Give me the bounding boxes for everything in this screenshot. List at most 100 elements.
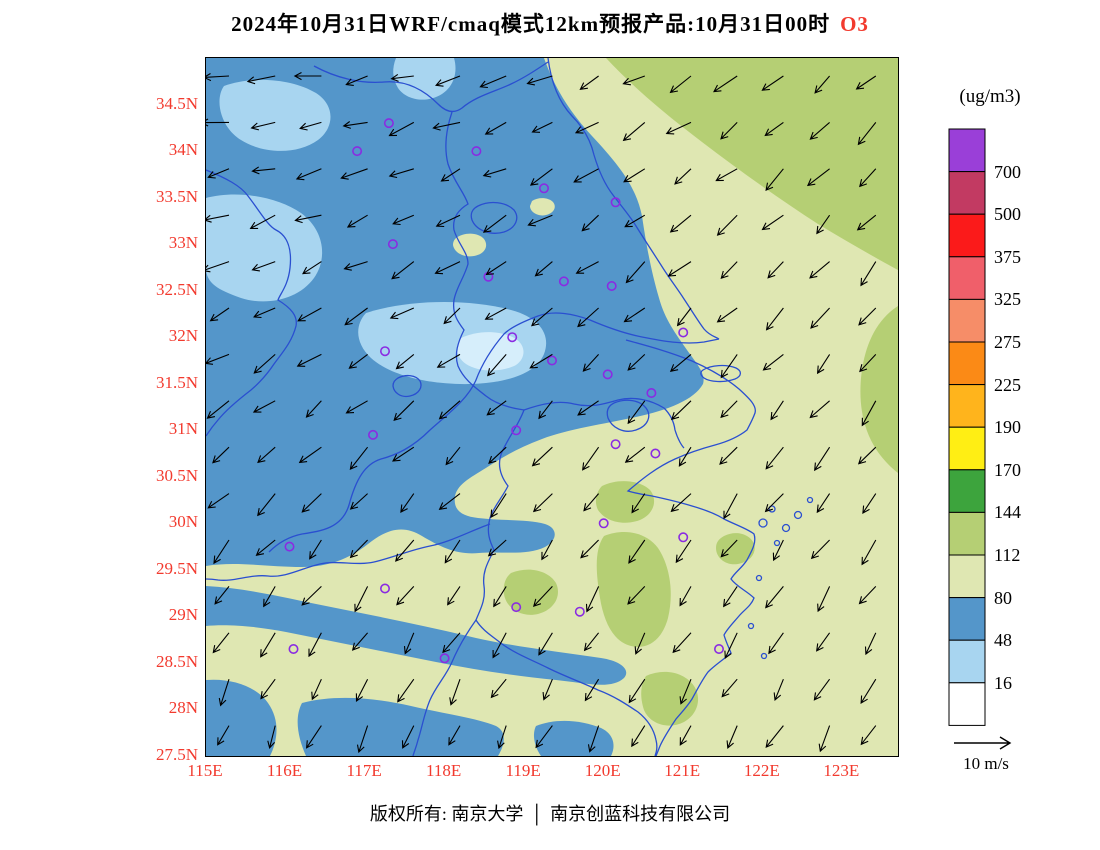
wind-arrow bbox=[631, 493, 646, 514]
wind-arrow bbox=[809, 121, 830, 140]
wind-arrow bbox=[345, 75, 368, 86]
coastline-south bbox=[625, 339, 756, 757]
wind-arrow bbox=[449, 679, 461, 706]
legend-color-box bbox=[948, 426, 986, 471]
wind-arrow bbox=[713, 75, 738, 93]
station-marker bbox=[387, 239, 398, 250]
wind-arrow bbox=[864, 632, 877, 656]
wind-arrow bbox=[628, 678, 646, 704]
wind-arrow bbox=[207, 168, 230, 179]
wind-arrow bbox=[497, 725, 507, 750]
wind-arrow bbox=[342, 121, 368, 129]
wind-arrow bbox=[487, 354, 507, 377]
wind-arrow bbox=[857, 446, 877, 465]
lat-tick-label: 33.5N bbox=[155, 186, 198, 206]
wind-arrow bbox=[251, 261, 276, 272]
wind-arrow bbox=[217, 725, 230, 746]
wind-arrow bbox=[531, 307, 553, 327]
wind-arrow bbox=[253, 307, 276, 319]
wind-arrow bbox=[764, 121, 784, 137]
wind-arrow bbox=[204, 353, 230, 365]
wind-arrow bbox=[584, 678, 600, 702]
lat-tick-label: 30N bbox=[168, 512, 198, 532]
wind-arrow bbox=[577, 400, 599, 416]
wind-arrow bbox=[482, 168, 507, 178]
lon-tick-label: 119E bbox=[505, 761, 541, 780]
lat-tick-label: 29.5N bbox=[155, 558, 198, 578]
wind-arrow bbox=[492, 632, 507, 659]
wind-arrow bbox=[809, 261, 830, 279]
wind-arrow bbox=[809, 400, 830, 419]
wind-arrow bbox=[348, 353, 368, 369]
wind-arrow bbox=[628, 539, 646, 564]
wind-arrow bbox=[526, 75, 553, 86]
wind-arrow bbox=[622, 121, 646, 142]
wind-arrows bbox=[200, 72, 877, 754]
wind-arrow bbox=[391, 261, 415, 280]
band-80-112-island-b bbox=[530, 198, 555, 216]
wind-arrow bbox=[857, 122, 877, 146]
legend-level-label: 80 bbox=[994, 587, 1012, 608]
band-112-144-south-coast bbox=[641, 671, 699, 726]
station-marker bbox=[380, 346, 391, 357]
wind-arrow bbox=[806, 168, 830, 187]
wind-arrow bbox=[624, 214, 646, 228]
lat-tick-label: 27.5N bbox=[155, 745, 198, 764]
color-scale-legend bbox=[948, 128, 986, 726]
island bbox=[806, 496, 814, 504]
legend-color-box bbox=[948, 554, 986, 599]
wind-arrow bbox=[356, 725, 369, 754]
wind-arrow bbox=[444, 539, 461, 564]
wind-arrow bbox=[669, 353, 692, 373]
wind-arrow bbox=[716, 307, 738, 323]
station-marker bbox=[511, 602, 522, 613]
station-markers bbox=[284, 118, 724, 664]
o3-fill-regions bbox=[206, 58, 898, 756]
wind-arrow bbox=[765, 446, 784, 470]
wind-arrow bbox=[585, 586, 600, 613]
wind-arrow bbox=[721, 678, 738, 698]
wind-arrow bbox=[293, 72, 322, 81]
lon-tick-label: 120E bbox=[584, 761, 621, 780]
wind-arrow bbox=[860, 725, 877, 746]
wind-arrow bbox=[529, 168, 553, 186]
station-marker bbox=[598, 518, 609, 529]
wind-arrow bbox=[538, 632, 553, 656]
legend-level-label: 16 bbox=[994, 672, 1012, 693]
wind-arrow bbox=[349, 493, 368, 510]
wind-arrow bbox=[634, 632, 646, 655]
wind-arrow bbox=[250, 121, 276, 131]
wind-arrow bbox=[529, 353, 553, 369]
wind-arrow bbox=[354, 586, 369, 613]
wind-arrow bbox=[432, 121, 461, 131]
lon-tick-label: 117E bbox=[346, 761, 382, 780]
lat-tick-label: 34.5N bbox=[155, 93, 198, 113]
wind-arrow bbox=[860, 261, 877, 287]
lat-tick-label: 29N bbox=[168, 605, 198, 625]
chaohu-lake bbox=[392, 374, 422, 398]
station-marker bbox=[713, 643, 724, 654]
wind-arrow bbox=[716, 214, 738, 236]
wind-arrow bbox=[392, 214, 415, 226]
wind-arrow bbox=[624, 446, 646, 463]
wind-arrow bbox=[532, 586, 553, 607]
wind-arrow bbox=[298, 446, 322, 464]
wind-arrow bbox=[257, 446, 276, 464]
wind-arrow bbox=[340, 168, 368, 180]
wind-arrow bbox=[816, 354, 831, 375]
band-80-112-island-a bbox=[453, 233, 487, 257]
wind-arrow bbox=[218, 679, 230, 707]
wind-arrow bbox=[485, 261, 507, 276]
wind-arrow bbox=[858, 586, 877, 605]
wind-arrow bbox=[810, 539, 830, 560]
wind-arrow bbox=[720, 354, 738, 379]
wind-arrow bbox=[253, 353, 276, 374]
wind-arrow bbox=[447, 586, 461, 606]
wind-arrow bbox=[580, 539, 599, 559]
wind-arrow bbox=[246, 75, 276, 85]
wind-arrow bbox=[351, 632, 369, 651]
station-marker bbox=[483, 271, 494, 282]
wind-arrow bbox=[859, 168, 877, 188]
legend-level-label: 144 bbox=[994, 502, 1021, 523]
wind-arrow bbox=[579, 75, 599, 90]
